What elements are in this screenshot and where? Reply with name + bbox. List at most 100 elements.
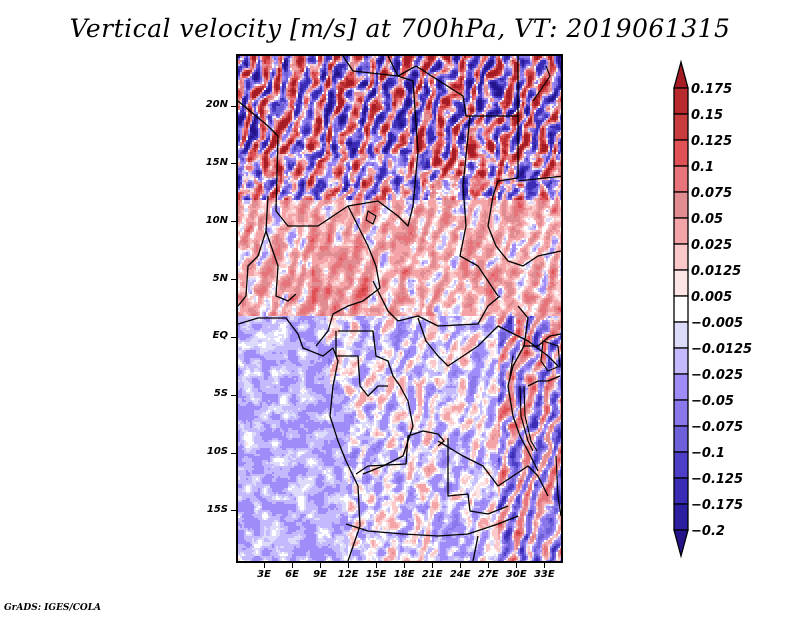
border-car-drc: [417, 317, 559, 367]
border-cameroon-car: [372, 280, 501, 327]
lon-tick: [543, 563, 545, 568]
lat-tick-label: 10S: [206, 446, 228, 458]
border-benin: [265, 230, 297, 302]
border-chad-sudan: [487, 116, 519, 247]
lon-tick: [487, 563, 489, 568]
lon-tick-label: 24E: [449, 569, 471, 580]
colorbar-swatch: [673, 165, 689, 193]
border-libya-chad: [342, 56, 519, 117]
colorbar-swatch: [673, 451, 689, 479]
border-uganda: [523, 333, 561, 347]
colorbar-level-label: 0.005: [691, 290, 732, 305]
lat-tick: [231, 221, 236, 223]
border-gabon: [335, 331, 388, 397]
lake-victoria: [540, 340, 561, 372]
colorbar-level-label: 0.075: [691, 186, 732, 201]
colorbar-swatch: [673, 191, 689, 219]
grads-credit: GrADS: IGES/COLA: [4, 603, 102, 613]
colorbar-level-label: −0.175: [691, 498, 743, 513]
colorbar-swatch: [673, 321, 689, 349]
colorbar-level-label: −0.025: [691, 368, 743, 383]
colorbar-level-label: 0.125: [691, 134, 732, 149]
colorbar-swatch: [673, 503, 689, 531]
lon-tick: [347, 563, 349, 568]
lon-tick-label: 21E: [421, 569, 443, 580]
colorbar-level-label: 0.05: [691, 212, 723, 227]
colorbar-swatch: [673, 373, 689, 401]
lon-tick-label: 9E: [313, 569, 327, 580]
vertical-velocity-field: [238, 56, 561, 561]
lon-tick: [403, 563, 405, 568]
lon-tick-label: 15E: [365, 569, 387, 580]
colorbar-swatch: [673, 347, 689, 375]
lon-tick: [291, 563, 293, 568]
colorbar-level-label: −0.0125: [691, 342, 752, 357]
nile-lake-nasser: [532, 65, 551, 102]
colorbar-level-label: −0.2: [691, 524, 725, 539]
colorbar-swatch: [673, 87, 689, 115]
lat-tick-label: 15S: [206, 503, 228, 515]
border-nigeria-west: [238, 195, 269, 307]
colorbar-level-label: −0.125: [691, 472, 743, 487]
colorbar-extend-min: [673, 529, 689, 559]
colorbar-level-label: 0.025: [691, 238, 732, 253]
lon-tick-label: 27E: [477, 569, 499, 580]
colorbar-swatch: [673, 217, 689, 245]
lat-tick-label: EQ: [212, 330, 228, 342]
border-rwanda: [527, 375, 561, 387]
lon-tick-label: 18E: [393, 569, 415, 580]
coast-gulf-guinea: [238, 317, 361, 561]
colorbar-level-label: 0.1: [691, 160, 714, 175]
border-sudan-south: [495, 245, 561, 267]
colorbar-swatch: [673, 113, 689, 141]
lon-tick: [375, 563, 377, 568]
lat-tick-label: 5S: [213, 388, 228, 400]
map-plot-area: [236, 54, 563, 563]
border-angola-zambia: [447, 438, 509, 515]
colorbar-swatch: [673, 295, 689, 323]
lon-tick-label: 12E: [337, 569, 359, 580]
lon-tick: [263, 563, 265, 568]
lon-tick-label: 30E: [505, 569, 527, 580]
chart-title: Vertical velocity [m/s] at 700hPa, VT: 2…: [69, 14, 731, 43]
country-borders: [238, 56, 561, 561]
border-angola-namibia: [345, 515, 519, 537]
lat-tick-label: 15N: [205, 156, 228, 168]
border-zambia: [437, 440, 549, 497]
lon-tick: [515, 563, 517, 568]
border-chad-west: [459, 115, 499, 297]
border-sudan-east: [517, 175, 561, 182]
lat-tick-label: 5N: [212, 272, 228, 284]
lake-kivu: [509, 355, 514, 377]
colorbar-level-label: −0.075: [691, 420, 743, 435]
colorbar-level-label: −0.005: [691, 316, 743, 331]
lon-tick: [459, 563, 461, 568]
colorbar-swatch: [673, 425, 689, 453]
lake-chad: [365, 210, 377, 225]
lon-tick-label: 33E: [533, 569, 555, 580]
lat-tick-label: 20N: [205, 99, 228, 111]
colorbar-swatch: [673, 243, 689, 271]
lake-tanganyika: [519, 385, 538, 452]
colorbar-extend-max: [673, 59, 689, 89]
colorbar-swatch: [673, 399, 689, 427]
border-drc-angola: [355, 430, 445, 475]
lat-tick: [231, 510, 236, 512]
lat-tick: [231, 336, 236, 338]
colorbar-swatch: [673, 139, 689, 167]
lake-malawi: [555, 455, 561, 517]
lat-tick: [231, 105, 236, 107]
colorbar-level-label: 0.0125: [691, 264, 741, 279]
lat-tick: [231, 163, 236, 165]
colorbar: 0.175 0.15 0.125 0.1 0.075 0.05 0.025 0.0125 0.0…: [673, 59, 752, 559]
border-botswana: [472, 535, 479, 561]
lon-tick-label: 6E: [285, 569, 299, 580]
colorbar-level-label: 0.175: [691, 82, 732, 97]
border-niger-north: [238, 56, 419, 227]
lon-tick: [319, 563, 321, 568]
lon-tick: [431, 563, 433, 568]
colorbar-swatch: [673, 477, 689, 505]
colorbar-level-label: −0.1: [691, 446, 725, 461]
colorbar-level-label: −0.05: [691, 394, 734, 409]
colorbar-level-label: 0.15: [691, 108, 723, 123]
